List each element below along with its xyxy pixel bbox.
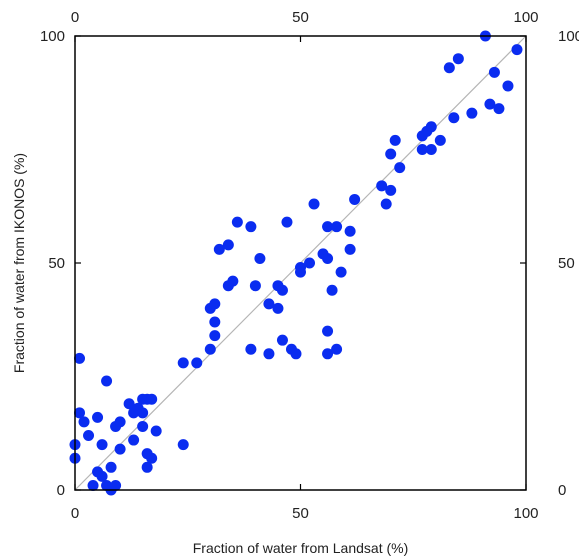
data-point <box>308 198 320 210</box>
data-point <box>434 134 446 146</box>
x-tick-label-bottom: 0 <box>71 505 79 522</box>
data-point <box>137 420 149 432</box>
data-point <box>87 479 99 491</box>
data-point <box>92 411 104 423</box>
y-tick-label-right: 0 <box>558 482 566 499</box>
x-axis-title: Fraction of water from Landsat (%) <box>193 540 409 556</box>
data-point <box>380 198 392 210</box>
data-point <box>425 144 437 155</box>
data-point <box>222 239 234 251</box>
data-point <box>322 221 334 233</box>
data-point <box>263 348 275 360</box>
data-point <box>231 216 243 228</box>
x-tick-label-top: 50 <box>292 9 309 26</box>
data-point <box>452 53 464 65</box>
data-point <box>493 103 505 115</box>
data-point <box>105 461 117 473</box>
y-tick-label-left: 0 <box>57 482 65 499</box>
data-point <box>295 262 306 274</box>
data-point <box>74 407 86 419</box>
data-point <box>245 221 257 233</box>
data-point <box>150 425 162 437</box>
data-point <box>110 479 122 491</box>
data-point <box>254 252 266 264</box>
data-point <box>511 44 523 56</box>
data-point <box>276 284 288 296</box>
data-point <box>177 439 189 451</box>
data-point <box>416 144 428 155</box>
data-point <box>213 243 225 255</box>
y-tick-label-right: 50 <box>558 255 575 272</box>
data-point <box>177 357 189 369</box>
data-point <box>425 121 437 133</box>
data-point <box>123 398 135 410</box>
data-point <box>304 257 316 269</box>
data-point <box>394 162 406 174</box>
data-point <box>484 98 496 110</box>
data-point <box>443 62 455 74</box>
data-point <box>263 298 275 310</box>
data-point <box>249 280 261 292</box>
x-tick-label-bottom: 100 <box>513 505 538 522</box>
data-point <box>322 348 334 360</box>
data-point <box>376 180 388 192</box>
data-point <box>344 243 356 255</box>
data-point <box>114 416 126 428</box>
data-point <box>96 439 108 451</box>
data-point <box>466 107 478 119</box>
data-point <box>502 80 514 92</box>
y-axis-title: Fraction of water from IKONOS (%) <box>11 153 27 373</box>
data-point <box>335 266 347 278</box>
data-point <box>209 330 221 342</box>
data-point <box>344 225 356 237</box>
data-point <box>331 343 343 355</box>
y-tick-label-left: 100 <box>40 28 65 45</box>
data-point <box>146 452 158 464</box>
data-point <box>101 375 113 387</box>
data-point <box>191 357 203 369</box>
data-point <box>276 334 288 346</box>
data-point <box>141 461 153 473</box>
data-point <box>83 430 95 442</box>
y-tick-label-right: 100 <box>558 28 579 45</box>
data-point <box>322 325 334 337</box>
x-tick-label-top: 100 <box>513 9 538 26</box>
data-points-layer <box>69 30 523 496</box>
data-point <box>389 134 401 146</box>
data-point <box>385 148 397 160</box>
data-point <box>128 434 140 446</box>
data-point <box>209 298 221 310</box>
data-point <box>349 193 361 205</box>
data-point <box>326 284 338 296</box>
data-point <box>96 470 108 482</box>
data-point <box>227 275 239 287</box>
data-point <box>272 302 284 314</box>
data-point <box>331 221 343 233</box>
data-point <box>281 216 293 228</box>
data-point <box>74 352 86 364</box>
data-point <box>385 184 397 196</box>
x-tick-label-top: 0 <box>71 9 79 26</box>
data-point <box>209 316 221 328</box>
data-point <box>78 416 90 428</box>
data-point <box>290 348 302 360</box>
x-tick-label-bottom: 50 <box>292 505 309 522</box>
data-point <box>245 343 257 355</box>
y-tick-label-left: 50 <box>48 255 65 272</box>
data-point <box>146 393 158 405</box>
data-point <box>322 252 334 264</box>
data-point <box>204 343 216 355</box>
data-point <box>114 443 126 455</box>
data-point <box>448 112 460 124</box>
data-point <box>488 66 500 78</box>
data-point <box>137 407 149 419</box>
